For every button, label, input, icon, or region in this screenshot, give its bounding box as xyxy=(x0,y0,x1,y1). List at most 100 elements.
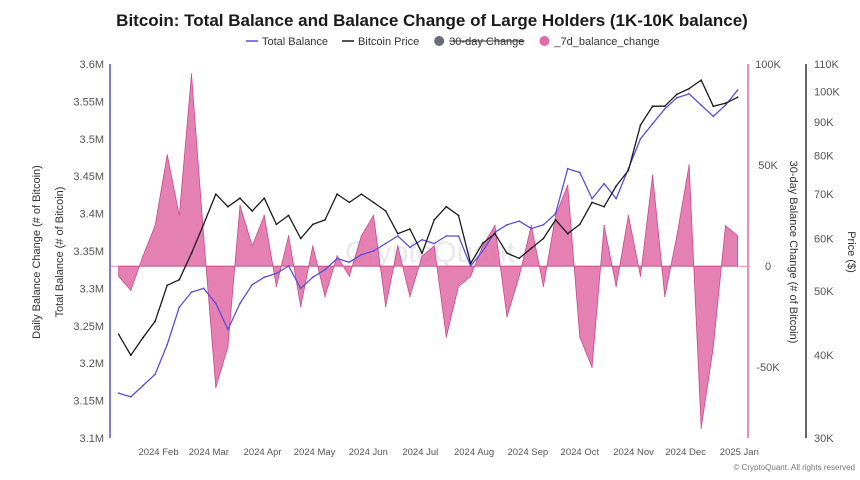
x-tick-label: 2024 Mar xyxy=(189,447,229,458)
legend-item-bitcoin-price[interactable]: Bitcoin Price xyxy=(342,36,419,48)
bitcoin-price-point xyxy=(651,105,654,108)
bitcoin-price-point xyxy=(688,87,690,90)
balance-change-point xyxy=(481,245,484,247)
legend-item-30-day-change[interactable]: 30-day Change xyxy=(434,36,525,48)
total-balance-point xyxy=(227,328,229,331)
total-balance-point xyxy=(566,167,569,170)
total-balance-point xyxy=(299,287,302,290)
bitcoin-price-point xyxy=(627,169,630,172)
balance-change-point xyxy=(664,295,666,298)
total-balance-tick-label: 3.6M xyxy=(80,59,104,71)
price-tick-label: 70K xyxy=(814,189,834,201)
price-tick-label: 100K xyxy=(814,86,840,98)
total-balance-tick-label: 3.15M xyxy=(73,396,104,408)
total-balance-point xyxy=(676,96,678,99)
x-tick-label: 2025 Jan xyxy=(720,447,759,458)
bitcoin-price-point xyxy=(469,262,472,265)
balance-change-point xyxy=(324,295,326,298)
bitcoin-price-point xyxy=(348,201,351,204)
bitcoin-price-point xyxy=(712,105,715,108)
total-balance-point xyxy=(603,182,605,185)
legend-label: Total Balance xyxy=(262,36,328,48)
total-balance-point xyxy=(129,396,132,398)
bitcoin-price-point xyxy=(360,193,363,196)
balance-change-point xyxy=(554,214,557,217)
balance-change-point xyxy=(469,275,472,278)
total-balance-point xyxy=(736,89,739,92)
legend-item-total-balance[interactable]: Total Balance xyxy=(246,36,328,48)
total-balance-point xyxy=(166,343,169,346)
balance-change-point xyxy=(639,275,642,278)
price-tick-label: 90K xyxy=(814,117,834,129)
bitcoin-price-point xyxy=(227,205,229,208)
bitcoin-price-point xyxy=(578,223,581,226)
bitcoin-price-point xyxy=(700,79,703,81)
balance-change-point xyxy=(494,224,496,227)
balance-change-axis-label: 30-day Balance Change (# of Bitcoin) xyxy=(787,161,799,344)
balance-change-point xyxy=(651,174,654,176)
total-balance-point xyxy=(154,373,157,376)
chart-title: Bitcoin: Total Balance and Balance Chang… xyxy=(116,11,748,30)
balance-change-point xyxy=(372,214,375,217)
total-balance-point xyxy=(190,291,193,293)
legend-item-7d-balance-change[interactable]: _7d_balance_change xyxy=(539,36,660,48)
total-balance-point xyxy=(433,242,436,245)
bitcoin-price-point xyxy=(591,201,593,204)
balance-change-point xyxy=(117,275,120,278)
balance-change-point xyxy=(202,235,205,237)
balance-change-point xyxy=(227,346,229,348)
balance-change-point xyxy=(154,224,156,227)
bitcoin-price-point xyxy=(676,93,678,96)
balance-change-point xyxy=(603,224,605,227)
total-balance-point xyxy=(336,257,338,260)
price-tick-label: 80K xyxy=(814,151,834,163)
balance-change-point xyxy=(409,295,411,298)
total-balance-point xyxy=(700,104,703,106)
total-balance-point xyxy=(457,235,460,237)
bitcoin-price-point xyxy=(190,252,193,255)
series-bitcoin-price-line xyxy=(118,79,738,356)
total-balance-point xyxy=(530,227,533,230)
balance-change-point xyxy=(299,305,302,308)
legend-swatch xyxy=(539,36,550,46)
legend-label: 30-day Change xyxy=(449,36,524,48)
balance-change-area-layer xyxy=(110,73,748,429)
bitcoin-price-point xyxy=(166,284,169,287)
total-balance-point xyxy=(494,231,496,234)
total-balance-point xyxy=(287,265,290,267)
legend-label: Bitcoin Price xyxy=(358,36,419,48)
bitcoin-price-point xyxy=(421,252,423,255)
balance-change-point xyxy=(190,73,193,75)
balance-change-point xyxy=(130,289,132,292)
total-balance-point xyxy=(688,93,690,95)
price-tick-label: 30K xyxy=(814,433,834,445)
total-balance-point xyxy=(396,235,399,237)
total-balance-point xyxy=(651,122,654,125)
balance-change-point xyxy=(384,305,387,308)
balance-change-point xyxy=(251,245,253,247)
x-tick-label: 2024 Jun xyxy=(349,447,388,458)
total-balance-point xyxy=(178,306,181,308)
balance-change-point xyxy=(142,255,144,257)
total-balance-point xyxy=(142,384,144,387)
bitcoin-price-point xyxy=(724,102,727,105)
balance-change-point xyxy=(457,285,460,288)
bitcoin-price-point xyxy=(481,242,484,245)
total-balance-point xyxy=(639,137,642,140)
balance-change-point xyxy=(676,235,678,237)
balance-change-point xyxy=(736,235,739,237)
price-tick-label: 40K xyxy=(814,350,834,362)
bitcoin-price-point xyxy=(372,201,375,204)
balance-change-point xyxy=(166,154,168,156)
total-balance-point xyxy=(724,104,727,106)
total-balance-point xyxy=(360,253,363,256)
bitcoin-price-point xyxy=(202,223,205,226)
bitcoin-price-point xyxy=(178,278,181,281)
balance-change-point xyxy=(215,386,217,389)
line-layer xyxy=(117,79,739,398)
balance-change-point xyxy=(627,214,630,217)
bitcoin-price-point xyxy=(530,247,533,250)
total-balance-tick-label: 3.2M xyxy=(80,358,104,370)
balance-change-point xyxy=(688,164,690,166)
